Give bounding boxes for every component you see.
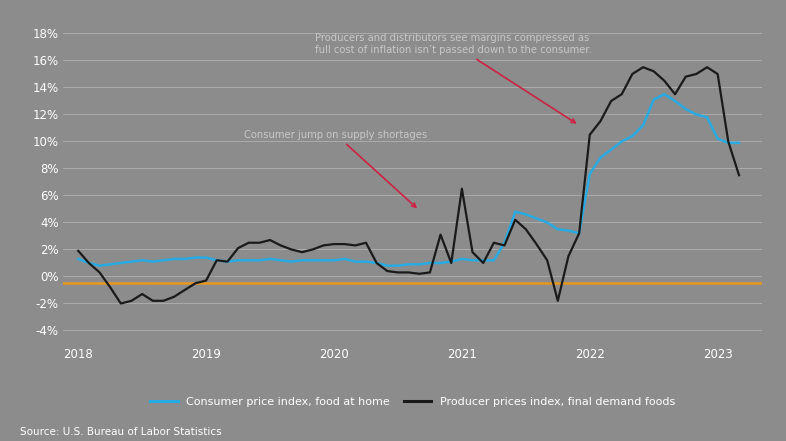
Text: Consumer jump on supply shortages: Consumer jump on supply shortages — [244, 130, 428, 207]
Legend: Consumer price index, food at home, Producer prices index, final demand foods: Consumer price index, food at home, Prod… — [145, 392, 680, 411]
Text: Source: U.S. Bureau of Labor Statistics: Source: U.S. Bureau of Labor Statistics — [20, 426, 222, 437]
Text: Producers and distributors see margins compressed as
full cost of inflation isn’: Producers and distributors see margins c… — [315, 34, 592, 123]
